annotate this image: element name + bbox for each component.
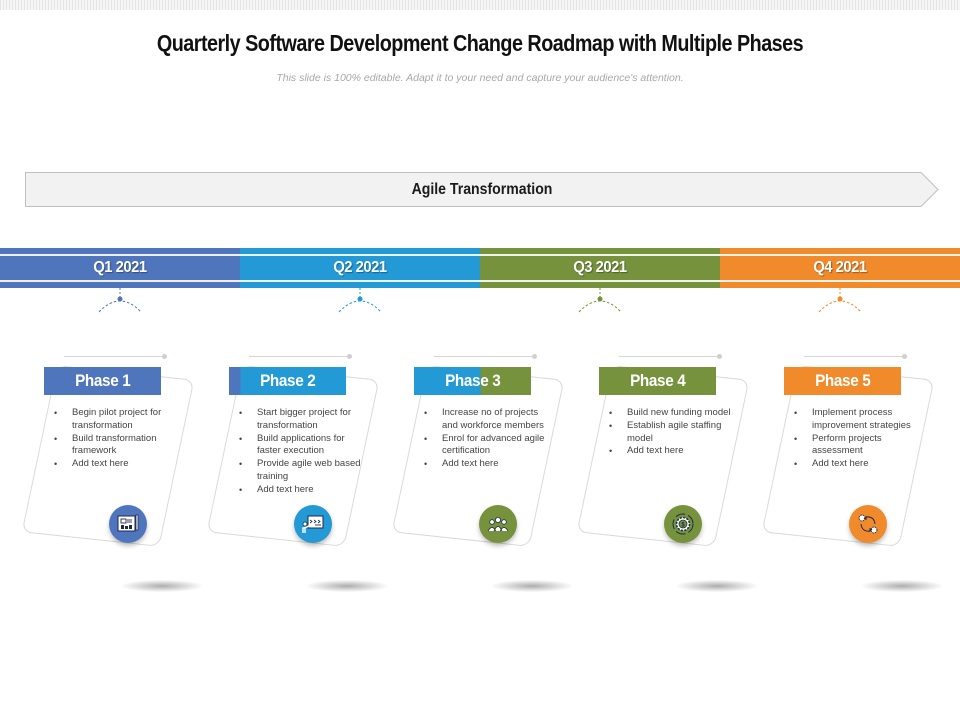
card-shadow (677, 580, 757, 592)
bullet-item: Perform projects assessment (792, 433, 922, 459)
phase-label: Phase 3 (414, 367, 531, 395)
phase-card-1: Phase 1 Begin pilot project for transfor… (21, 350, 212, 600)
bullet-item: Begin pilot project for transformation (52, 407, 182, 433)
quarter-label: Q4 2021 (813, 259, 867, 276)
quarter-label: Q1 2021 (93, 259, 147, 276)
banner-arrow-shape (25, 172, 939, 207)
card-shadow (122, 580, 202, 592)
connector-q3 (578, 288, 622, 313)
connector-q2 (338, 288, 382, 313)
phase-bullets: Start bigger project for transformation … (237, 407, 367, 497)
card-top-dot (532, 354, 537, 359)
quarter-q4: Q4 2021 (720, 248, 960, 288)
phase-label: Phase 1 (44, 367, 161, 395)
phase-card-3: Phase 3 Increase no of projects and work… (391, 350, 582, 600)
card-shadow (862, 580, 942, 592)
bullet-item: Add text here (792, 458, 922, 471)
card-top-line (619, 356, 719, 357)
bullet-item: Establish agile staffing model (607, 420, 737, 446)
bullet-item: Provide agile web based training (237, 458, 367, 484)
quarter-q1: Q1 2021 (0, 248, 240, 288)
agile-transformation-banner: Agile Transformation (25, 172, 939, 207)
phase-label: Phase 5 (784, 367, 901, 395)
phase-label: Phase 4 (599, 367, 716, 395)
bullet-item: Implement process improvement strategies (792, 407, 922, 433)
bullet-item: Build applications for faster execution (237, 433, 367, 459)
bullet-item: Build transformation framework (52, 433, 182, 459)
phase-bullets: Build new funding model Establish agile … (607, 407, 737, 458)
bullet-item: Start bigger project for transformation (237, 407, 367, 433)
phase-label: Phase 2 (229, 367, 346, 395)
connector-q4 (818, 288, 862, 313)
card-top-line (804, 356, 904, 357)
bullet-item: Add text here (237, 484, 367, 497)
page-subtitle: This slide is 100% editable. Adapt it to… (276, 72, 684, 84)
quarter-timeline: Q1 2021 Q2 2021 Q3 2021 Q4 2021 (0, 248, 960, 288)
banner-label: Agile Transformation (411, 181, 553, 198)
page-title: Quarterly Software Development Change Ro… (156, 30, 804, 56)
process-cycle-icon (849, 505, 887, 543)
phase-bullets: Begin pilot project for transformation B… (52, 407, 182, 471)
quarter-label: Q3 2021 (573, 259, 627, 276)
phase-bullets: Increase no of projects and workforce me… (422, 407, 552, 471)
funding-gear-icon: $ (664, 505, 702, 543)
card-top-dot (347, 354, 352, 359)
card-shadow (307, 580, 387, 592)
card-top-line (249, 356, 349, 357)
quarter-q3: Q3 2021 (480, 248, 720, 288)
quarter-q2: Q2 2021 (240, 248, 480, 288)
blueprint-icon (109, 505, 147, 543)
presentation-icon (294, 505, 332, 543)
phase-bullets: Implement process improvement strategies… (792, 407, 922, 471)
phase-card-2: Phase 2 Start bigger project for transfo… (206, 350, 397, 600)
phase-card-5: Phase 5 Implement process improvement st… (761, 350, 952, 600)
card-top-dot (162, 354, 167, 359)
card-top-line (434, 356, 534, 357)
bullet-item: Build new funding model (607, 407, 737, 420)
phase-card-4: Phase 4 Build new funding model Establis… (576, 350, 767, 600)
bullet-item: Increase no of projects and workforce me… (422, 407, 552, 433)
bullet-item: Add text here (52, 458, 182, 471)
svg-text:$: $ (681, 523, 685, 529)
card-shadow (492, 580, 572, 592)
card-top-dot (902, 354, 907, 359)
card-top-line (64, 356, 164, 357)
bullet-item: Add text here (607, 445, 737, 458)
top-decorative-strip (0, 0, 960, 10)
bullet-item: Enrol for advanced agile certification (422, 433, 552, 459)
quarter-label: Q2 2021 (333, 259, 387, 276)
bullet-item: Add text here (422, 458, 552, 471)
card-top-dot (717, 354, 722, 359)
connector-q1 (98, 288, 142, 313)
team-icon (479, 505, 517, 543)
